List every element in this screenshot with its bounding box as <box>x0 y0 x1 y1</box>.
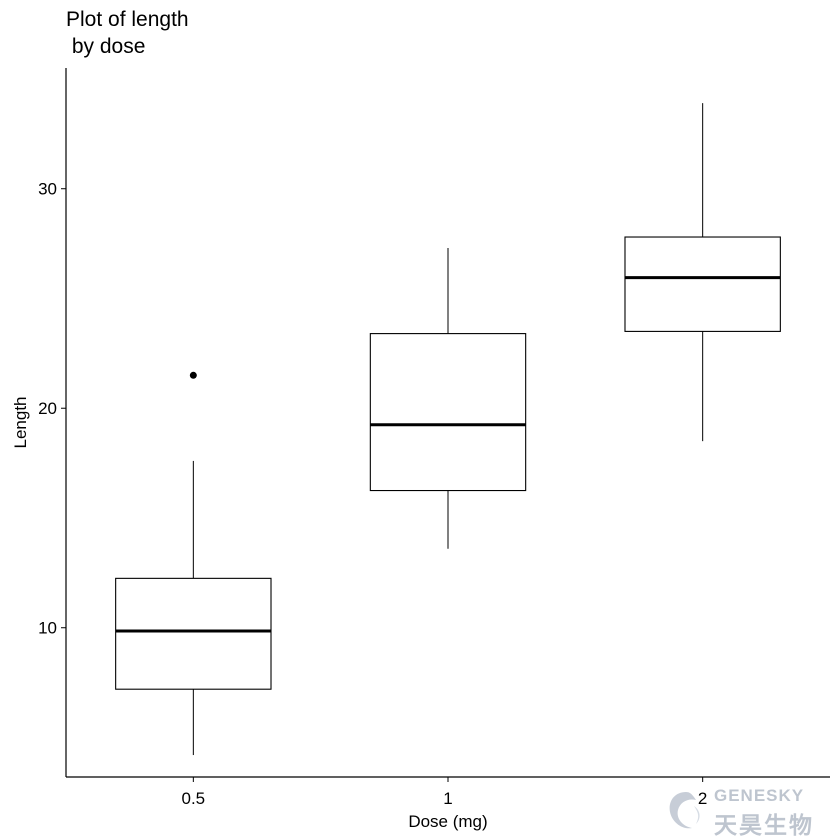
x-axis-title: Dose (mg) <box>408 812 487 831</box>
x-tick-label: 0.5 <box>182 789 206 808</box>
box-iqr <box>624 236 781 332</box>
x-tick-label: 2 <box>698 789 707 808</box>
y-tick-label: 20 <box>38 399 57 418</box>
chart-title-line-2: by dose <box>66 35 146 58</box>
box-group-0.5 <box>115 371 272 756</box>
axes: 10 20 30 0.5 1 2 <box>38 68 830 808</box>
box-group-1 <box>369 247 527 549</box>
box-iqr <box>369 333 527 492</box>
y-tick-label: 30 <box>38 180 57 199</box>
genesky-logo-icon <box>669 792 700 829</box>
box-iqr <box>115 577 272 690</box>
y-tick-label: 10 <box>38 619 57 638</box>
watermark-text-cn: 天昊生物 <box>714 813 814 839</box>
chart-title-line-1: Plot of length <box>66 8 189 31</box>
boxes-layer <box>115 103 781 756</box>
x-tick-label: 1 <box>443 789 452 808</box>
y-axis-title: Length <box>11 397 30 449</box>
outlier-point <box>189 371 197 379</box>
watermark-text-en: GENESKY <box>714 786 805 805</box>
box-group-2 <box>624 103 781 442</box>
watermark-logo: GENESKY 天昊生物 <box>664 786 824 839</box>
